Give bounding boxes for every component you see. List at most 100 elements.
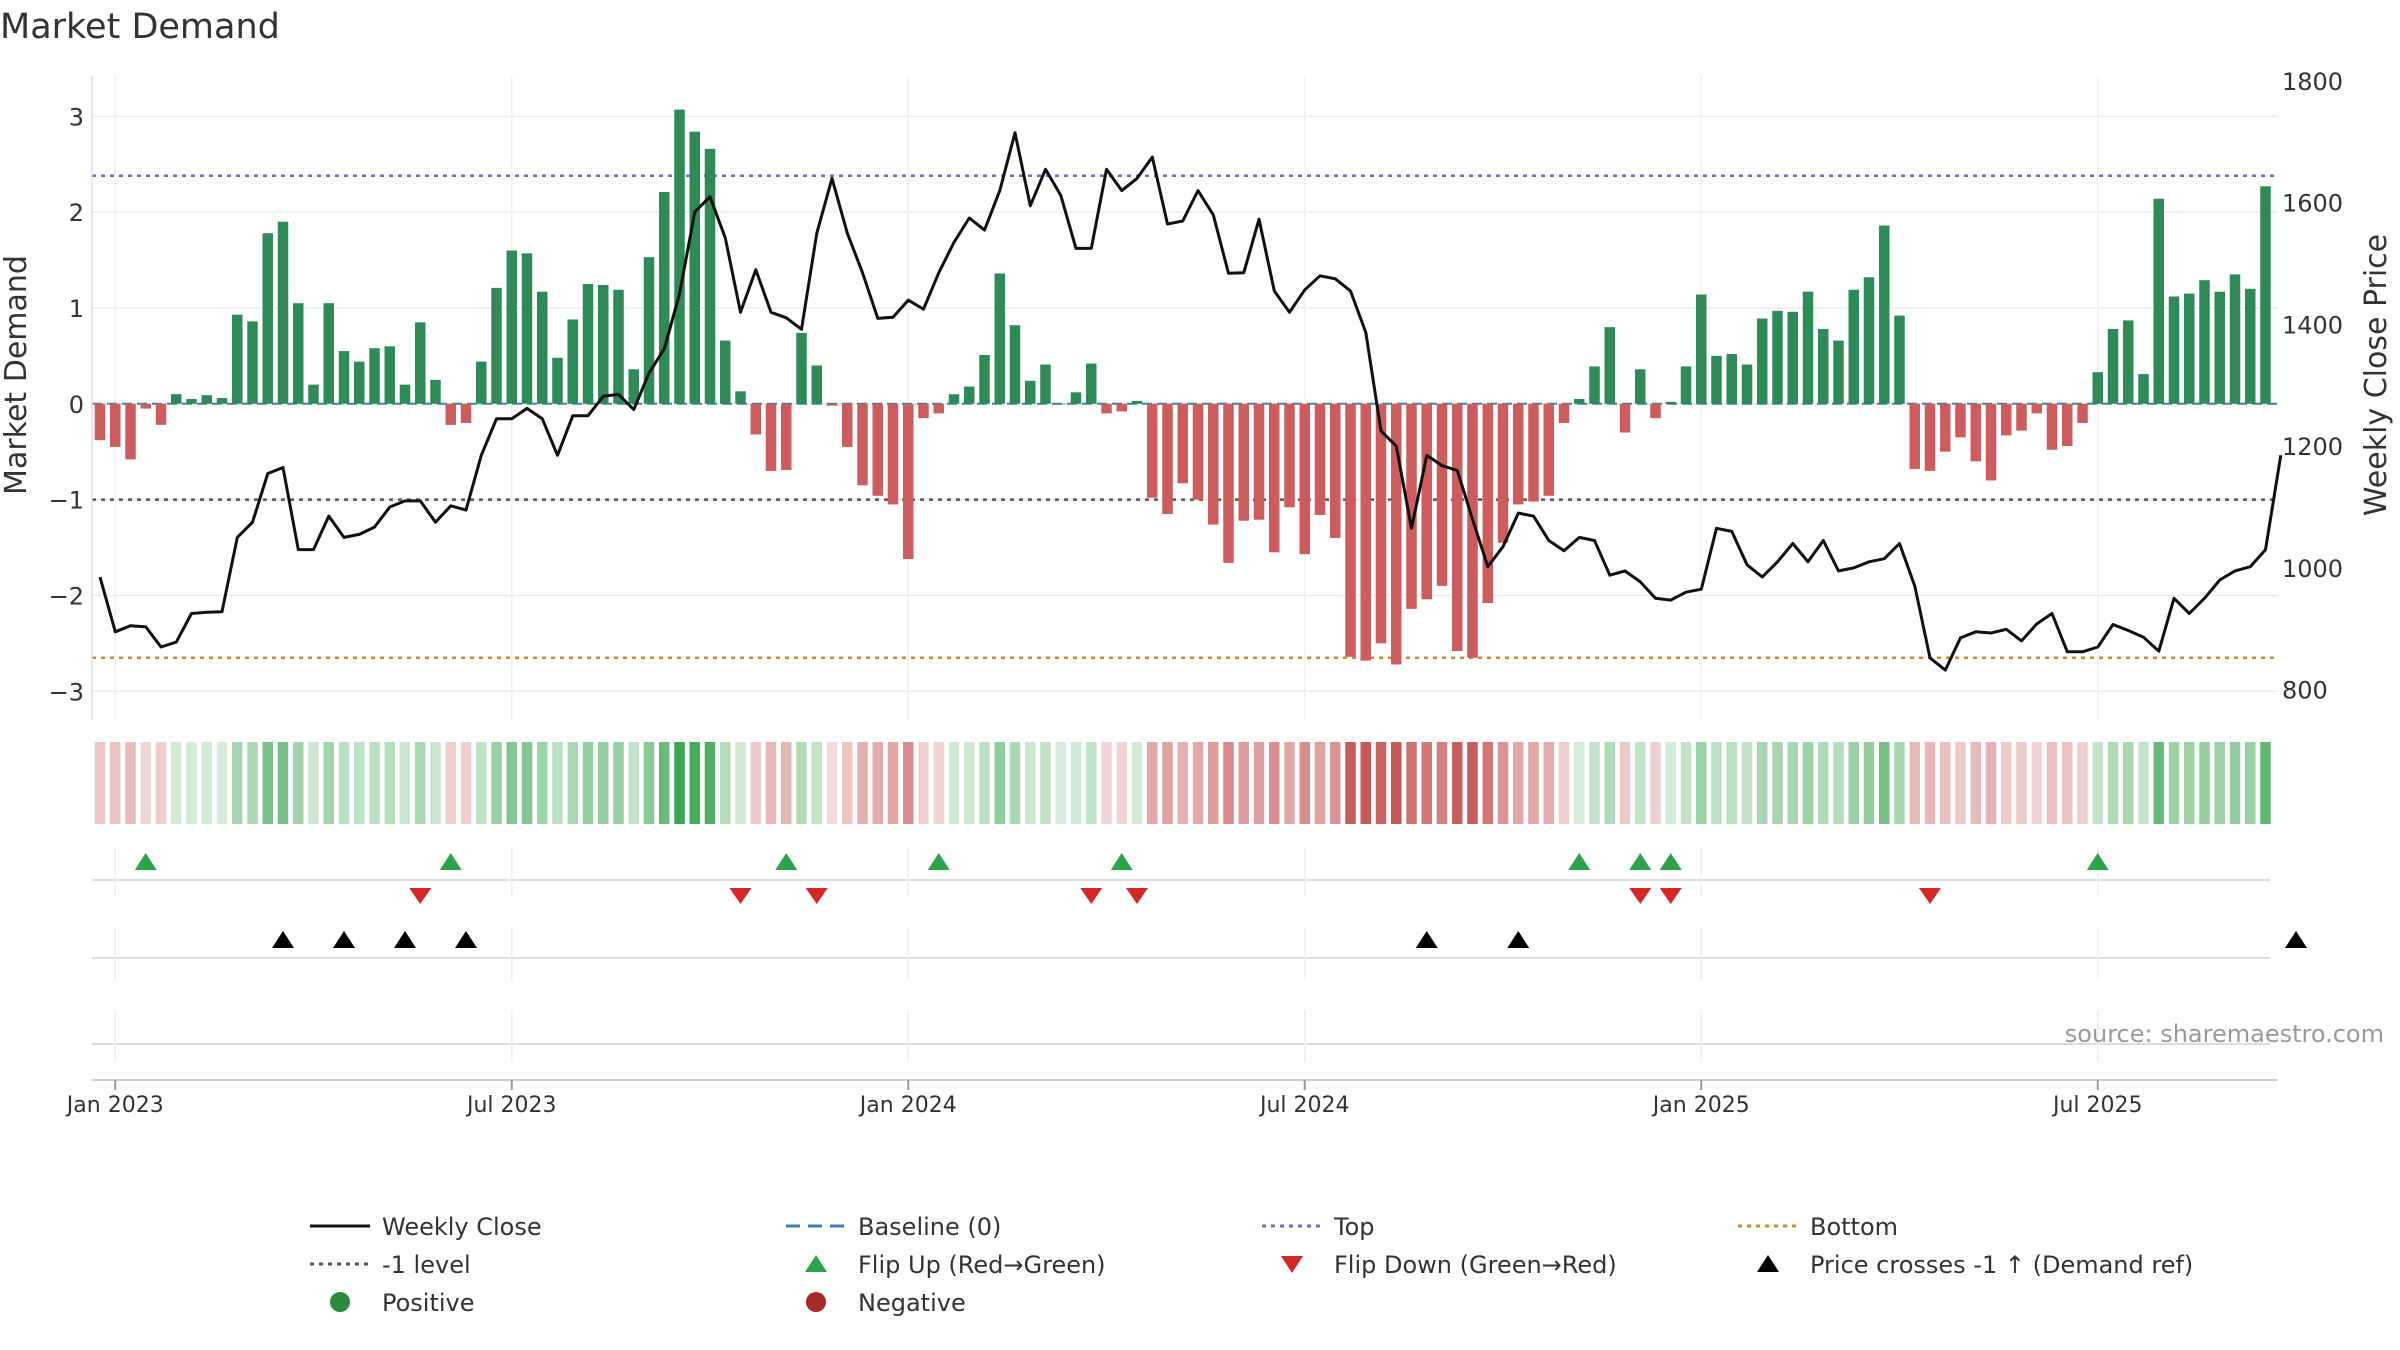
heat-cell (1162, 742, 1173, 824)
heat-cell (994, 742, 1005, 824)
heat-cell (1558, 742, 1570, 824)
demand-bar (323, 303, 334, 404)
legend-swatch-triangle-up (805, 1255, 827, 1272)
legend-label: Top (1333, 1213, 1375, 1241)
demand-bar (125, 403, 136, 460)
heat-cell (1345, 742, 1356, 824)
demand-bar (2107, 329, 2119, 404)
heat-cell (659, 742, 670, 824)
heat-cell (1818, 742, 1829, 824)
legend-item: Price crosses -1 ↑ (Demand ref) (1757, 1251, 2193, 1279)
heat-cell (1391, 742, 1402, 824)
heat-cell (857, 742, 868, 824)
heat-cell (750, 742, 761, 824)
heat-cell (2199, 742, 2210, 824)
heat-cell (384, 742, 395, 824)
heat-cell (415, 742, 426, 824)
flip-down-marker (409, 888, 432, 904)
x-axis: Jan 2023 Jul 2023 Jan 2024 Jul 2024 Jan 2025… (65, 1079, 2278, 1118)
x-tick-label: Jul 2024 (1258, 1093, 1350, 1118)
heat-cell (598, 742, 609, 824)
legend-swatch-triangle-down (1281, 1256, 1303, 1273)
demand-bar (201, 395, 212, 404)
heat-cell (1330, 742, 1341, 824)
demand-bar (1253, 403, 1265, 520)
demand-bar (1909, 403, 1920, 469)
flip-up-marker (2086, 853, 2109, 870)
heat-cell (826, 742, 838, 824)
demand-bar (1924, 403, 1936, 471)
heat-cell (872, 742, 883, 824)
heat-cell (1802, 742, 1814, 824)
price-cross-marker (272, 931, 294, 948)
heat-cell (1467, 742, 1478, 824)
demand-bar (933, 403, 944, 414)
demand-bar (415, 322, 426, 404)
demand-bar (643, 257, 655, 404)
demand-bar (1863, 277, 1875, 404)
demand-bar (2046, 403, 2058, 450)
heat-cell (2229, 742, 2241, 824)
heat-cell (186, 742, 197, 824)
heat-cell (582, 742, 594, 824)
demand-bar (948, 394, 960, 404)
heat-cell (2153, 742, 2164, 824)
demand-bar (445, 403, 456, 425)
y-tick-label-right: 1600 (2282, 190, 2343, 218)
demand-bar (1741, 364, 1753, 404)
heat-cell (293, 742, 304, 824)
demand-bar (1772, 310, 1783, 404)
heat-cell (1040, 742, 1051, 824)
price-cross-marker (2285, 931, 2307, 948)
legend-swatch-dot (806, 1292, 826, 1312)
demand-bar (613, 289, 624, 404)
demand-bar (384, 346, 395, 404)
heat-cell (140, 742, 151, 824)
flip-down-marker (1080, 888, 1103, 904)
heat-cell (1604, 742, 1615, 824)
y-tick-label-left: 0 (69, 391, 84, 419)
demand-bar (1360, 403, 1371, 661)
heat-cell (903, 742, 914, 824)
heat-cell (521, 742, 533, 824)
flip-down-marker (805, 888, 828, 904)
demand-bar (887, 403, 899, 505)
demand-bar (1558, 403, 1570, 423)
demand-bar (689, 131, 700, 404)
demand-bar (1238, 403, 1249, 521)
heat-cell (781, 742, 792, 824)
heat-cell (338, 742, 350, 824)
demand-bar (1421, 403, 1432, 600)
legend-label: Positive (382, 1289, 475, 1317)
demand-bar (842, 403, 853, 447)
demand-bar (781, 403, 792, 470)
heat-cell (1436, 742, 1448, 824)
demand-bar (1635, 369, 1646, 404)
heat-cell (2092, 742, 2103, 824)
legend-item: -1 level (310, 1251, 471, 1279)
demand-bar (598, 284, 609, 404)
demand-bar (1787, 311, 1798, 404)
demand-bar (308, 384, 319, 404)
heat-cell (689, 742, 700, 824)
demand-bar (2031, 403, 2042, 414)
heat-cell (2214, 742, 2225, 824)
demand-bar (2168, 296, 2180, 404)
heat-cell (704, 742, 716, 824)
demand-bar (1879, 225, 1890, 404)
demand-bar (1375, 403, 1387, 644)
heat-cell (948, 742, 960, 824)
heat-cell (1985, 742, 1997, 824)
demand-bar (1985, 403, 1997, 481)
heat-cell (643, 742, 655, 824)
demand-bar (1848, 289, 1859, 404)
heat-cell (1192, 742, 1204, 824)
demand-bar (399, 384, 411, 404)
demand-bar (2214, 291, 2225, 404)
heat-cell (1284, 742, 1295, 824)
heat-cell (1879, 742, 1890, 824)
chart-title: Market Demand (0, 7, 280, 47)
demand-bar (1818, 329, 1829, 404)
demand-bar (720, 340, 731, 404)
